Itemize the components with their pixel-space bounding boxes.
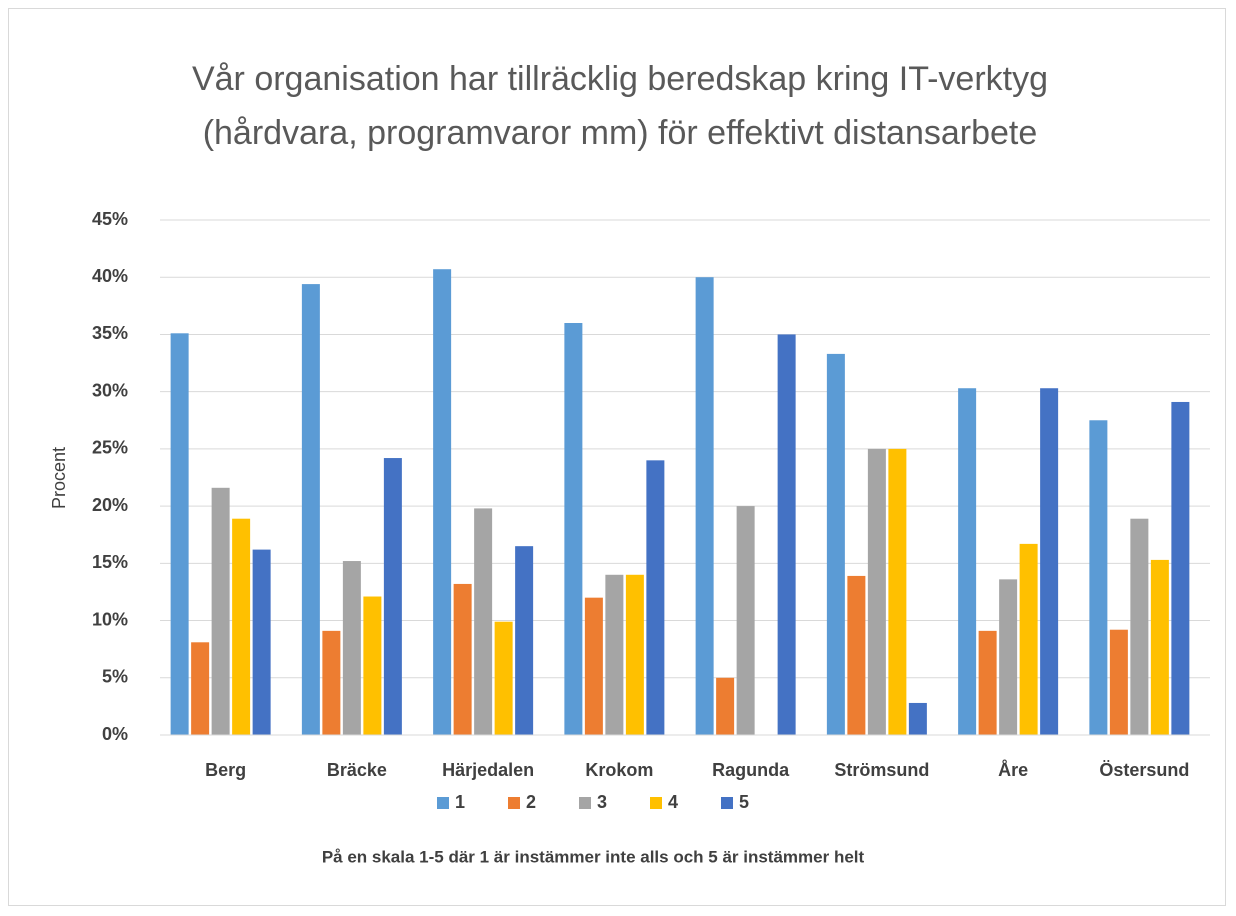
bar (301, 284, 320, 735)
bar (777, 334, 796, 735)
bar (515, 546, 534, 735)
x-tick-label: Berg (205, 760, 246, 780)
x-tick-label: Strömsund (834, 760, 929, 780)
legend-swatch (650, 797, 662, 809)
x-axis-title: På en skala 1-5 där 1 är instämmer inte … (322, 847, 865, 866)
y-tick-label: 10% (92, 609, 128, 629)
bar (433, 269, 452, 735)
legend-swatch (721, 797, 733, 809)
y-axis-title: Procent (49, 447, 69, 509)
bar (716, 677, 735, 735)
bar (958, 388, 977, 735)
y-tick-label: 5% (102, 667, 128, 687)
bar (695, 277, 714, 735)
bar (908, 702, 927, 735)
y-tick-label: 45% (92, 209, 128, 229)
bar (211, 487, 230, 735)
bar (826, 353, 845, 735)
y-tick-label: 30% (92, 380, 128, 400)
legend-label: 5 (739, 792, 749, 812)
bar (474, 508, 493, 735)
x-tick-label: Krokom (585, 760, 653, 780)
bar (867, 448, 886, 735)
y-tick-label: 25% (92, 438, 128, 458)
bar (494, 621, 513, 735)
chart-frame (8, 8, 1226, 906)
bar (453, 583, 472, 735)
bar (1040, 388, 1059, 735)
bar (584, 597, 603, 735)
bar (1109, 629, 1128, 735)
x-tick-label: Ragunda (712, 760, 790, 780)
bar (646, 460, 665, 735)
legend-swatch (437, 797, 449, 809)
x-tick-label: Östersund (1099, 760, 1189, 780)
bar (252, 549, 271, 735)
y-tick-label: 0% (102, 724, 128, 744)
bar (232, 518, 251, 735)
x-tick-label: Bräcke (327, 760, 387, 780)
bar (342, 561, 361, 735)
legend-label: 1 (455, 792, 465, 812)
x-tick-label: Härjedalen (442, 760, 534, 780)
bar (1171, 401, 1190, 735)
x-tick-label: Åre (998, 760, 1028, 780)
bar (605, 574, 624, 735)
bar (847, 575, 866, 735)
chart-title: Vår organisation har tillräcklig beredsk… (191, 60, 1049, 152)
bar (1150, 559, 1169, 735)
y-tick-label: 35% (92, 323, 128, 343)
y-tick-label: 40% (92, 266, 128, 286)
bar (1089, 420, 1108, 735)
bar (322, 630, 341, 735)
bar (191, 642, 210, 735)
bar (999, 579, 1018, 735)
bar (978, 630, 997, 735)
bar (363, 596, 382, 735)
legend-swatch (579, 797, 591, 809)
bar (1019, 543, 1038, 735)
legend-label: 4 (668, 792, 678, 812)
legend-label: 2 (526, 792, 536, 812)
bar (625, 574, 644, 735)
bar (1130, 518, 1149, 735)
legend-swatch (508, 797, 520, 809)
bar (170, 333, 189, 735)
y-tick-label: 20% (92, 495, 128, 515)
bar (564, 323, 583, 735)
y-tick-label: 15% (92, 552, 128, 572)
bar (383, 458, 402, 735)
bar (888, 448, 907, 735)
bar (736, 506, 755, 735)
legend-label: 3 (597, 792, 607, 812)
